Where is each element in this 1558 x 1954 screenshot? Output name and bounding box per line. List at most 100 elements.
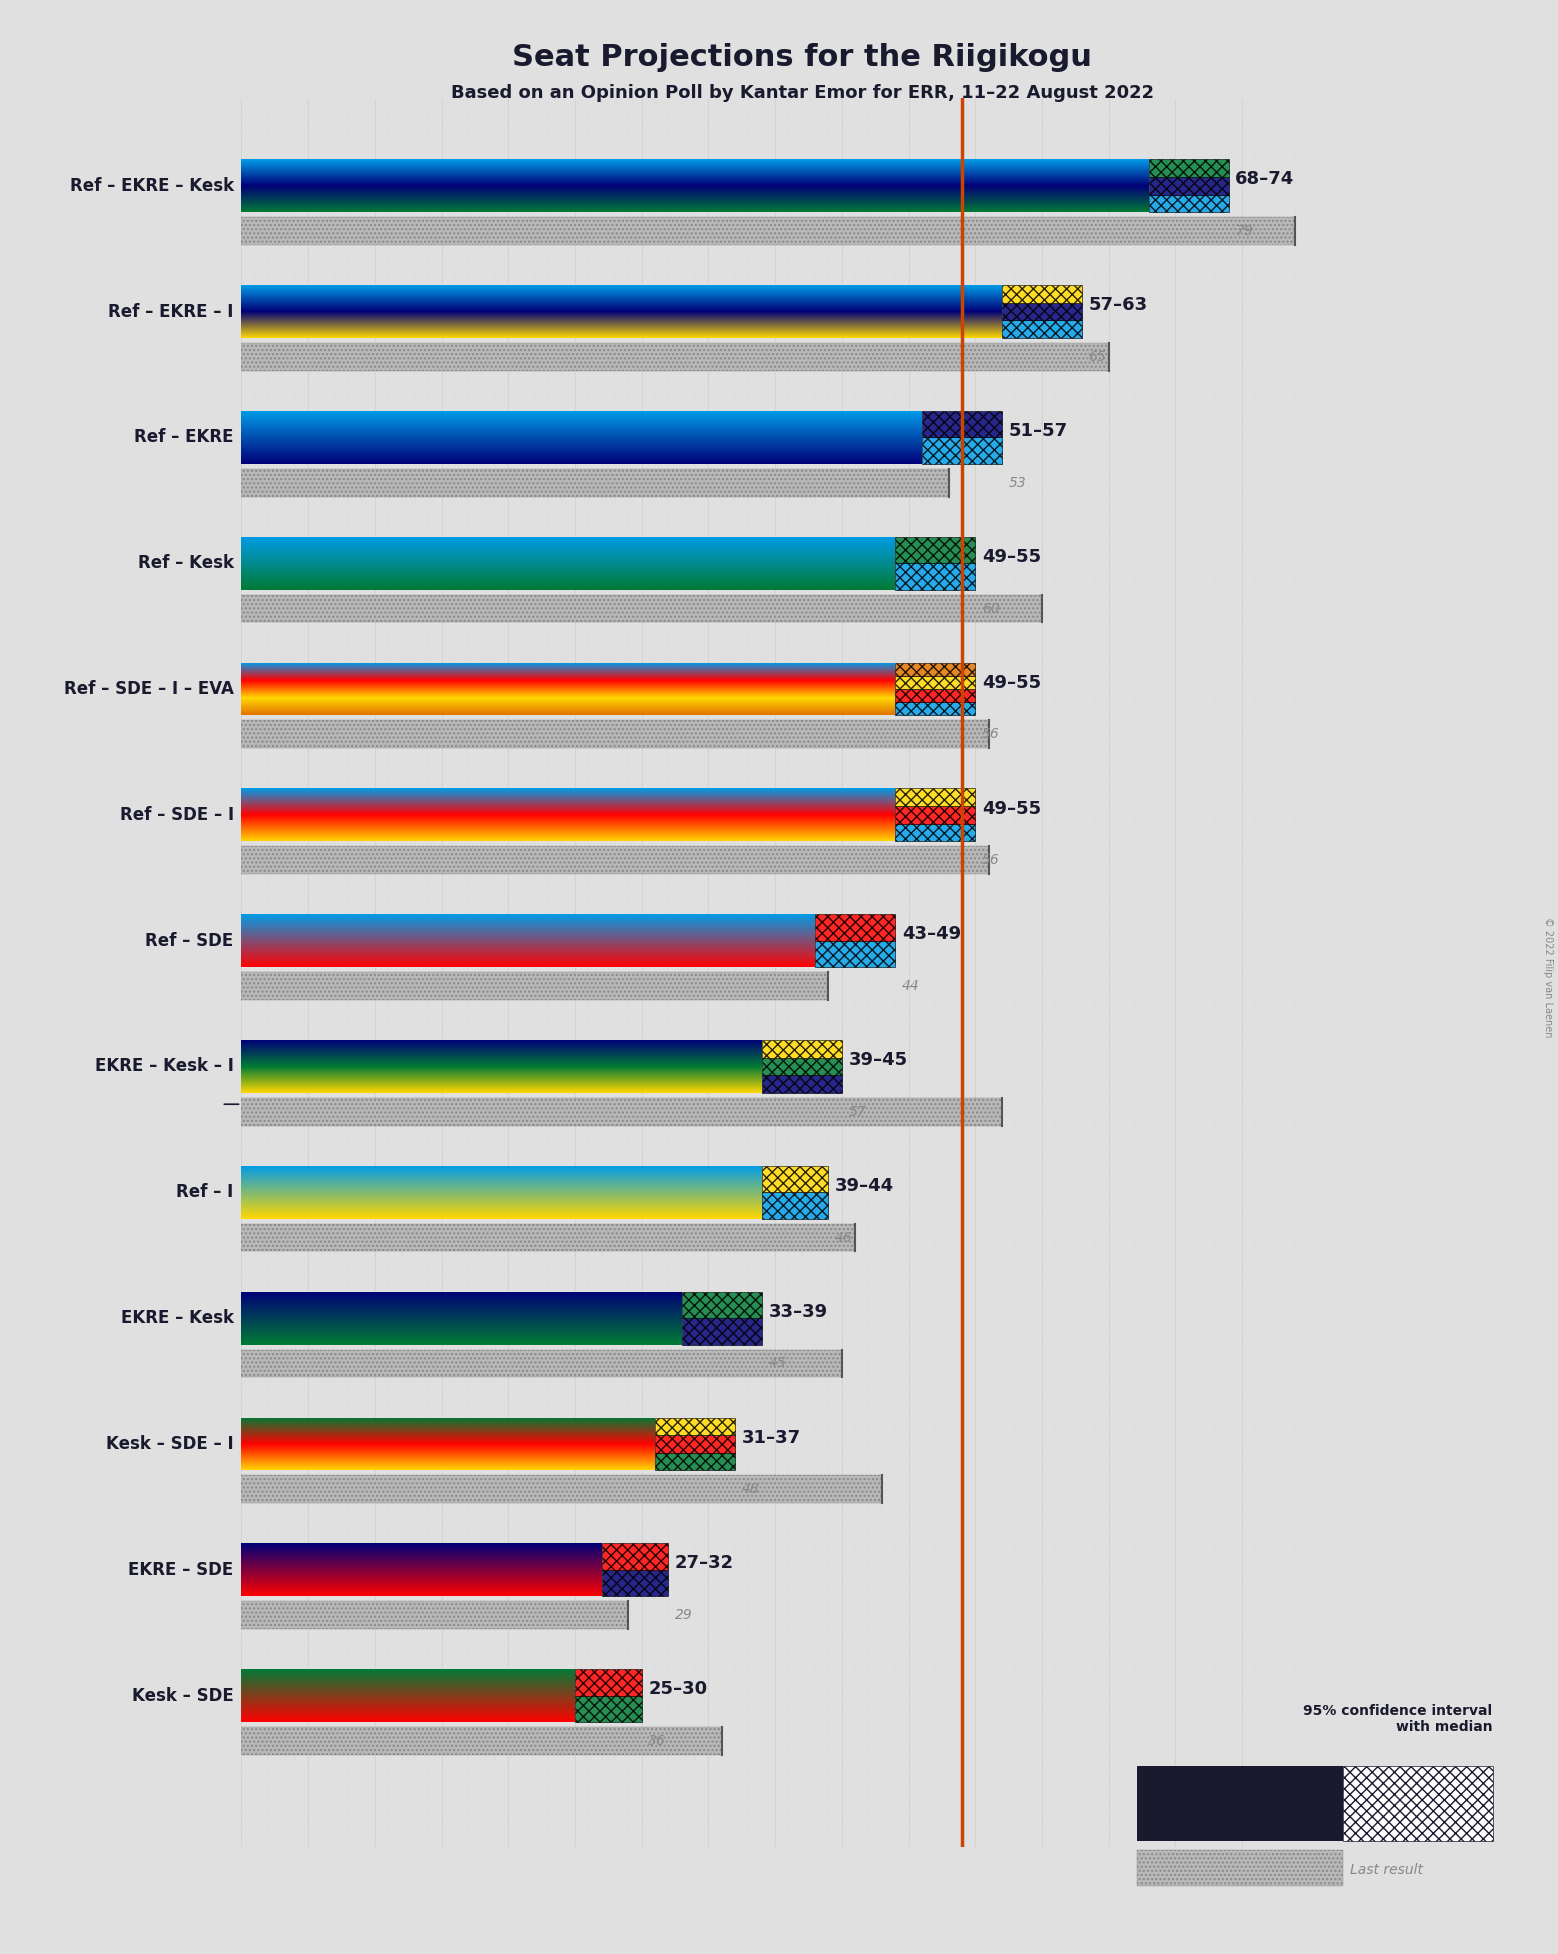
Bar <box>654 1452 735 1469</box>
Bar <box>241 344 1109 371</box>
Text: 44: 44 <box>902 979 919 993</box>
Text: 51–57: 51–57 <box>1008 422 1067 440</box>
Bar <box>896 807 975 825</box>
Bar <box>575 1696 642 1721</box>
Bar <box>682 1319 762 1344</box>
Bar <box>1137 1766 1343 1841</box>
Bar <box>922 410 1002 438</box>
Bar <box>896 662 975 676</box>
Bar <box>241 1223 855 1251</box>
Bar <box>922 438 1002 463</box>
Bar <box>241 1600 628 1630</box>
Text: 29: 29 <box>675 1608 693 1622</box>
Bar <box>241 721 989 748</box>
Text: 49–55: 49–55 <box>982 799 1041 817</box>
Bar <box>241 971 829 1000</box>
Text: 33–39: 33–39 <box>768 1303 827 1321</box>
Text: 56: 56 <box>982 727 1000 741</box>
Bar <box>896 825 975 842</box>
Bar <box>575 1696 642 1721</box>
Bar <box>896 537 975 563</box>
Bar <box>896 563 975 590</box>
Text: 95% confidence interval
with median: 95% confidence interval with median <box>1304 1704 1493 1733</box>
Bar <box>1002 320 1081 338</box>
Bar <box>241 1098 1002 1126</box>
Bar <box>682 1292 762 1319</box>
Bar <box>601 1544 668 1569</box>
Bar <box>896 787 975 807</box>
Bar <box>1002 285 1081 303</box>
Text: Kesk – SDE – I: Kesk – SDE – I <box>106 1434 234 1454</box>
Bar <box>241 971 829 1000</box>
Bar <box>922 438 1002 463</box>
Text: EKRE – Kesk – I: EKRE – Kesk – I <box>95 1057 234 1075</box>
Bar <box>682 1292 762 1319</box>
Text: Ref – SDE – I – EVA: Ref – SDE – I – EVA <box>64 680 234 698</box>
Bar <box>241 217 1295 244</box>
Text: 31–37: 31–37 <box>742 1428 801 1446</box>
Bar <box>241 594 1042 621</box>
Text: 27–32: 27–32 <box>675 1555 734 1573</box>
Bar <box>1148 178 1229 195</box>
Bar <box>896 690 975 701</box>
Text: 39–44: 39–44 <box>835 1176 894 1196</box>
Bar <box>1002 303 1081 320</box>
Text: 49–55: 49–55 <box>982 547 1041 567</box>
Bar <box>241 1098 1002 1126</box>
Text: Last result: Last result <box>1351 1862 1424 1878</box>
Bar <box>241 1475 882 1503</box>
Bar <box>241 217 1295 244</box>
Text: Ref – SDE: Ref – SDE <box>145 932 234 950</box>
Text: Ref – EKRE – Kesk: Ref – EKRE – Kesk <box>70 176 234 195</box>
Text: Kesk – SDE: Kesk – SDE <box>132 1686 234 1704</box>
Bar <box>601 1569 668 1596</box>
Bar <box>241 1600 628 1630</box>
Bar <box>682 1319 762 1344</box>
Bar <box>241 721 989 748</box>
Text: 79: 79 <box>1235 225 1253 238</box>
Bar <box>1148 195 1229 213</box>
Bar <box>601 1544 668 1569</box>
Text: Seat Projections for the Riigikogu: Seat Projections for the Riigikogu <box>513 43 1092 72</box>
Bar <box>762 1192 829 1219</box>
Text: EKRE – SDE: EKRE – SDE <box>128 1561 234 1579</box>
Text: EKRE – Kesk: EKRE – Kesk <box>120 1309 234 1327</box>
Text: 36: 36 <box>648 1733 667 1747</box>
Bar <box>896 701 975 715</box>
Bar <box>1148 160 1229 178</box>
Bar <box>1148 160 1229 178</box>
Bar <box>762 1040 841 1057</box>
Bar <box>601 1569 668 1596</box>
Bar <box>896 807 975 825</box>
Bar <box>762 1075 841 1092</box>
Text: 45: 45 <box>768 1356 787 1370</box>
Bar <box>762 1167 829 1192</box>
Bar <box>896 676 975 690</box>
Text: 39–45: 39–45 <box>849 1051 908 1069</box>
Text: 56: 56 <box>982 854 1000 868</box>
Bar <box>1002 320 1081 338</box>
Bar <box>1148 178 1229 195</box>
Bar <box>1002 285 1081 303</box>
Bar <box>241 469 949 496</box>
Text: 48: 48 <box>742 1483 759 1497</box>
Bar <box>654 1417 735 1434</box>
Text: Ref – EKRE: Ref – EKRE <box>134 428 234 446</box>
Bar <box>896 662 975 676</box>
Bar <box>1137 1850 1343 1886</box>
Bar <box>896 690 975 701</box>
Bar <box>762 1057 841 1075</box>
Text: 43–49: 43–49 <box>902 926 961 944</box>
Text: Based on an Opinion Poll by Kantar Emor for ERR, 11–22 August 2022: Based on an Opinion Poll by Kantar Emor … <box>450 84 1154 102</box>
Bar <box>896 537 975 563</box>
Bar <box>815 940 896 967</box>
Bar <box>575 1669 642 1696</box>
Text: 25–30: 25–30 <box>648 1680 707 1698</box>
Bar <box>762 1057 841 1075</box>
Text: Ref – EKRE – I: Ref – EKRE – I <box>109 303 234 320</box>
Bar <box>896 825 975 842</box>
Text: 49–55: 49–55 <box>982 674 1041 692</box>
Text: 68–74: 68–74 <box>1235 170 1295 188</box>
Bar <box>762 1040 841 1057</box>
Bar <box>241 846 989 873</box>
